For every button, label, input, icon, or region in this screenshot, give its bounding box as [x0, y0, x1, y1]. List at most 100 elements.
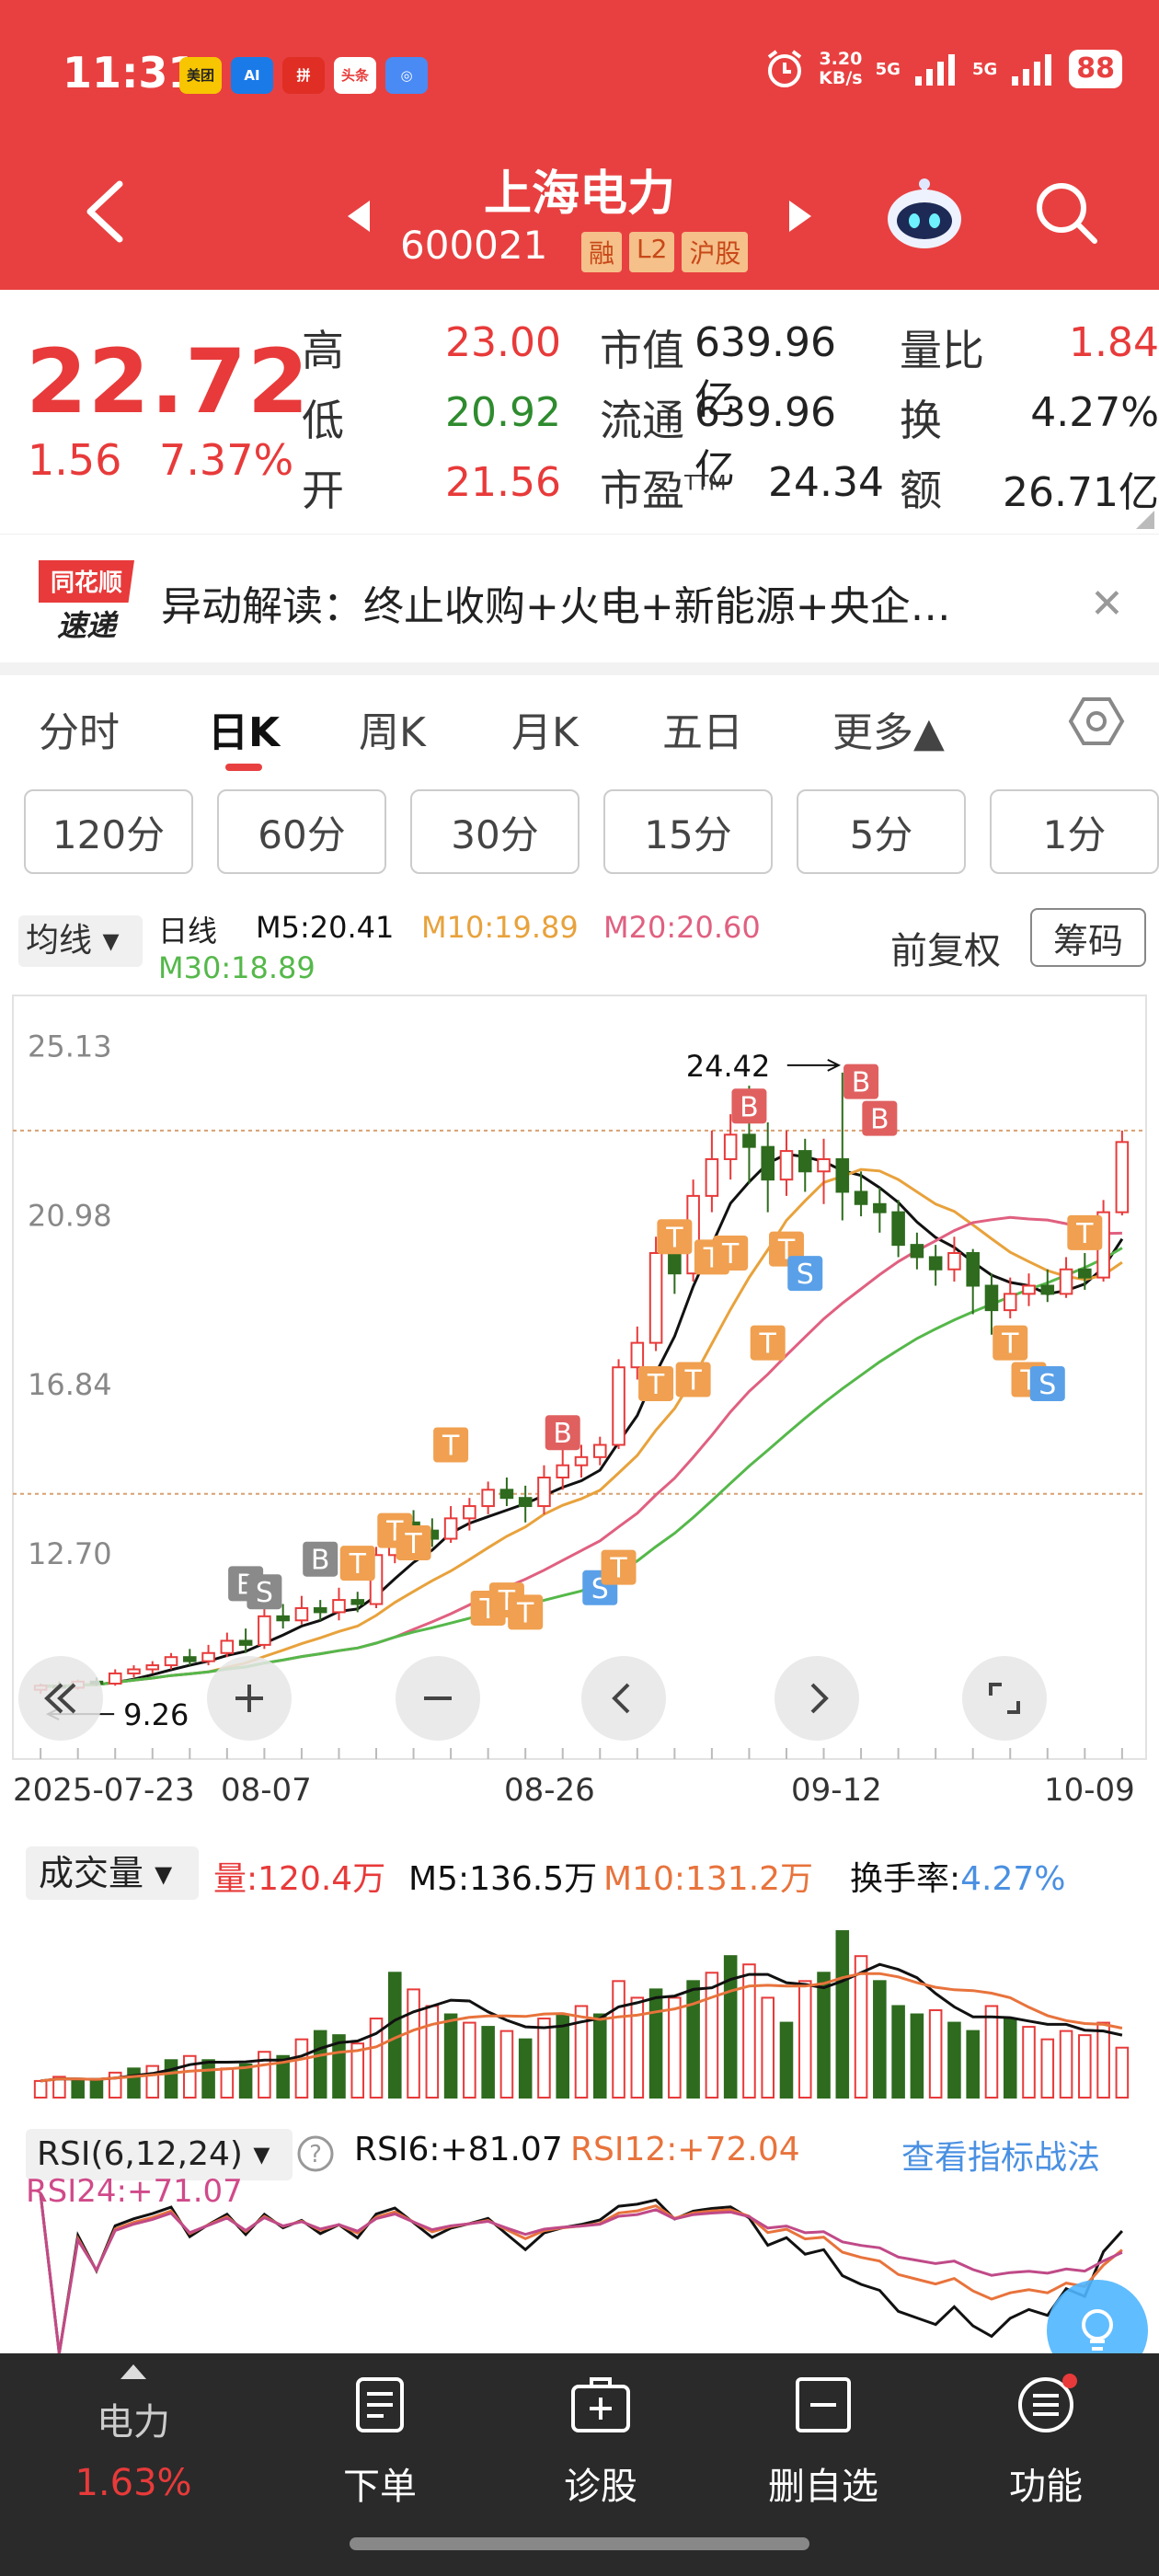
volume-bar: [145, 2064, 160, 2099]
tab-5min[interactable]: 5分: [797, 789, 966, 874]
candle-body: [294, 1606, 309, 1622]
chip-distribution-button[interactable]: 筹码: [1030, 908, 1146, 967]
candle-body: [798, 1150, 812, 1173]
search-icon[interactable]: [1030, 177, 1104, 250]
settings-icon[interactable]: [1067, 692, 1126, 751]
network-5g-2: 5G: [971, 59, 998, 79]
remove-square-icon: [796, 2377, 851, 2432]
nav-order[interactable]: 下单: [293, 2372, 467, 2510]
trade-marker-label: T: [665, 1222, 683, 1254]
zoom-in-button[interactable]: [207, 1656, 292, 1741]
svg-text:?: ?: [309, 2141, 322, 2168]
scroll-right-button[interactable]: [775, 1656, 859, 1741]
trade-marker: [638, 1365, 674, 1401]
rsi6-line: [39, 2193, 1124, 2353]
tab-weekly-k[interactable]: 周K: [359, 709, 426, 756]
status-time: 11:31: [63, 48, 198, 98]
volume-chart[interactable]: [0, 1904, 1159, 2107]
candle-body: [518, 1497, 533, 1508]
trade-marker-label: T: [1075, 1218, 1094, 1250]
nav-diagnose[interactable]: 诊股: [513, 2372, 688, 2510]
volume-ma5: M5:136.5万: [408, 1860, 598, 1898]
trade-marker: [545, 1415, 580, 1451]
float-label: 流通: [600, 396, 684, 445]
y-tick-label: 12.70: [28, 1536, 112, 1571]
rsi6-value: RSI6:+81.07: [354, 2131, 563, 2168]
candle-body: [723, 1133, 738, 1160]
trade-marker-label: S: [1039, 1369, 1056, 1401]
tab-monthly-k[interactable]: 月K: [511, 709, 579, 756]
robot-assistant-icon[interactable]: [883, 175, 966, 253]
zoom-out-button[interactable]: [396, 1656, 480, 1741]
fullscreen-button[interactable]: [962, 1656, 1047, 1741]
tab-1min[interactable]: 1分: [990, 789, 1159, 874]
open-value: 21.56: [445, 459, 561, 506]
volume-bar: [463, 2021, 476, 2099]
prev-stock-icon[interactable]: [340, 193, 377, 239]
vr-value: 1.84: [1069, 319, 1159, 366]
expand-corner-icon[interactable]: [1136, 511, 1154, 529]
volume-selector[interactable]: 成交量 ▾: [26, 1846, 199, 1900]
help-icon[interactable]: ?: [296, 2134, 335, 2173]
trade-marker-label: S: [256, 1577, 273, 1609]
nav-functions[interactable]: 功能: [958, 2372, 1133, 2510]
adjust-mode[interactable]: 前复权: [890, 930, 1001, 972]
toutiao-icon: 头条: [334, 57, 376, 94]
current-price: 22.72: [26, 330, 310, 433]
indicator-strategy-link[interactable]: 查看指标战法: [901, 2139, 1101, 2177]
volume-bar: [183, 2054, 197, 2099]
candle-body: [910, 1244, 924, 1259]
rsi-selector[interactable]: RSI(6,12,24) ▾: [26, 2129, 293, 2180]
volume-indicator-row: 成交量 ▾ 量:120.4万 M5:136.5万 M10:131.2万 换手率:…: [0, 1835, 1159, 1909]
volume-bar: [854, 1955, 868, 2099]
rsi24-value: RSI24:+71.07: [26, 2173, 243, 2210]
trade-marker-label: B: [852, 1067, 871, 1099]
ma30-label: M30:18.89: [158, 950, 316, 985]
trade-marker: [750, 1325, 786, 1361]
trade-marker-label: T: [683, 1365, 702, 1397]
tab-more[interactable]: 更多▲: [832, 709, 945, 756]
trade-marker-label: T: [721, 1238, 740, 1271]
ma-selector[interactable]: 均线 ▾: [18, 915, 143, 967]
nav-remove-watchlist[interactable]: 删自选: [736, 2372, 911, 2510]
lightbulb-icon: [1082, 2309, 1113, 2351]
jump-start-button[interactable]: [18, 1656, 103, 1741]
ma20-label: M20:20.60: [603, 910, 761, 945]
volume-bar: [89, 2079, 104, 2099]
volume-bar: [891, 2005, 905, 2099]
amount-label: 额: [900, 466, 942, 515]
scroll-left-button[interactable]: [581, 1656, 666, 1741]
tab-30min[interactable]: 30分: [410, 789, 580, 874]
vr-label: 量比: [900, 326, 984, 375]
tab-daily-k[interactable]: 日K: [208, 709, 281, 756]
candle-body: [854, 1190, 868, 1205]
high-label: 高: [302, 326, 344, 375]
network-5g-1: 5G: [875, 59, 901, 79]
tab-15min[interactable]: 15分: [603, 789, 773, 874]
candle-body: [443, 1517, 458, 1540]
news-banner[interactable]: 同花顺 速递 异动解读：终止收购+火电+新能源+央企… ✕: [0, 534, 1159, 662]
candle-body: [947, 1252, 961, 1271]
back-icon[interactable]: [74, 175, 138, 248]
chart-type-label: 日线: [158, 914, 218, 949]
volume-bar: [779, 2021, 794, 2099]
tab-intraday[interactable]: 分时: [39, 709, 120, 756]
next-stock-icon[interactable]: [782, 193, 819, 239]
volume-bar: [33, 2079, 48, 2099]
close-icon[interactable]: ✕: [1090, 581, 1124, 627]
trade-marker: [675, 1362, 711, 1397]
volume-bar: [742, 1963, 756, 2099]
tab-five-day[interactable]: 五日: [662, 709, 743, 756]
rsi-chart[interactable]: [0, 2190, 1159, 2353]
nav-sector[interactable]: 电力 1.63%: [46, 2364, 221, 2504]
candle-body: [574, 1455, 589, 1466]
tab-60min[interactable]: 60分: [217, 789, 386, 874]
tab-120min[interactable]: 120分: [24, 789, 193, 874]
volume-ma10-line: [40, 1972, 1123, 2083]
volume-bar: [294, 2038, 309, 2099]
candle-body: [1040, 1284, 1055, 1295]
mktcap-value: 639.96亿: [694, 319, 836, 423]
volume-value: 量:120.4万: [213, 1860, 386, 1898]
trade-marker-label: B: [870, 1104, 889, 1136]
